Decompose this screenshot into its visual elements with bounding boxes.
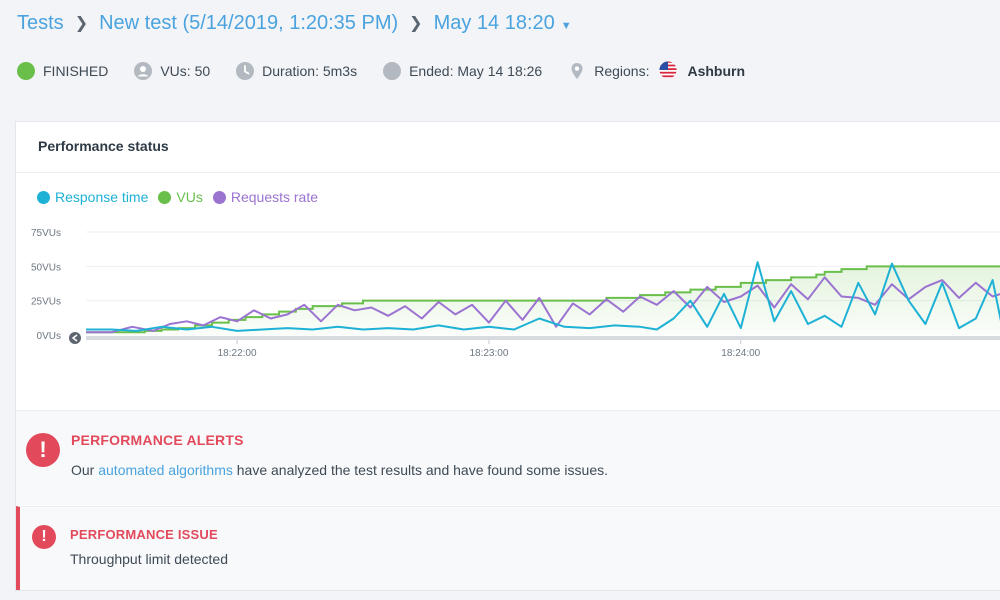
location-pin-icon (568, 62, 586, 80)
y-tick-label: 0VUs (37, 331, 61, 342)
duration-info: Duration: 5m3s (236, 62, 357, 80)
breadcrumb: Tests ❯ New test (5/14/2019, 1:20:35 PM)… (17, 10, 572, 36)
stop-circle-icon (383, 62, 402, 80)
automated-algorithms-link[interactable]: automated algorithms (98, 462, 233, 478)
clock-icon (236, 62, 255, 80)
test-run-meta: FINISHED VUs: 50 Duration: 5m3s Ended: M… (17, 61, 771, 81)
performance-issue-item[interactable]: ! PERFORMANCE ISSUE Throughput limit det… (16, 506, 1000, 590)
issue-title: PERFORMANCE ISSUE (70, 527, 218, 542)
legend-requests-rate[interactable]: Requests rate (212, 189, 319, 205)
breadcrumb-test-link[interactable]: New test (5/14/2019, 1:20:35 PM) (99, 11, 399, 34)
y-tick-label: 50VUs (31, 262, 61, 273)
alert-exclamation-icon: ! (26, 433, 60, 467)
alerts-text-after: have analyzed the test results and have … (236, 462, 608, 478)
status-label: FINISHED (43, 63, 109, 79)
chevron-down-icon: ▼ (560, 19, 572, 32)
issue-exclamation-icon: ! (32, 525, 56, 549)
chevron-right-icon: ❯ (74, 15, 89, 32)
run-selector-label: May 14 18:20 (433, 11, 555, 34)
chart-legend: Response time VUs Requests rate (37, 189, 328, 205)
status-indicator-icon (17, 62, 35, 80)
chevron-left-icon (71, 334, 78, 342)
x-tick-label: 18:23:00 (469, 348, 508, 359)
vus-dot-icon (158, 190, 172, 204)
alerts-title: PERFORMANCE ALERTS (71, 432, 244, 448)
regions-info: Regions: Ashburn (568, 61, 745, 81)
alerts-text-before: Our (71, 462, 95, 478)
ended-label: Ended: May 14 18:26 (409, 63, 543, 79)
performance-chart[interactable]: 75VUs 50VUs 25VUs 0VUs 18:22:00 18:23:00 18:24… (16, 217, 1000, 367)
vus-area (86, 266, 1000, 335)
breadcrumb-tests-link[interactable]: Tests (17, 11, 64, 34)
legend-response-time[interactable]: Response time (37, 189, 148, 205)
y-tick-label: 75VUs (31, 228, 61, 239)
legend-vus-label: VUs (176, 189, 203, 205)
user-icon (134, 62, 153, 80)
regions-label: Regions: (594, 63, 650, 79)
vus-label: VUs: 50 (160, 63, 211, 79)
chevron-right-icon: ❯ (409, 15, 423, 32)
issue-text: Throughput limit detected (70, 551, 228, 567)
legend-requests-rate-label: Requests rate (230, 189, 319, 205)
legend-response-time-label: Response time (55, 189, 149, 205)
run-selector-dropdown[interactable]: May 14 18:20 ▼ (434, 12, 572, 35)
y-tick-label: 25VUs (31, 297, 61, 308)
ended-info: Ended: May 14 18:26 (383, 62, 542, 80)
performance-card: Performance status Response time VUs Req… (15, 121, 1000, 591)
chart-scroll-left-icon[interactable] (69, 332, 81, 344)
legend-vus[interactable]: VUs (158, 189, 203, 205)
performance-status-title: Performance status (38, 138, 169, 154)
vus-info: VUs: 50 (134, 62, 210, 80)
response-time-series-line (86, 261, 1000, 332)
x-tick-label: 18:22:00 (218, 348, 257, 359)
region-name: Ashburn (687, 63, 746, 79)
status-badge: FINISHED (17, 62, 108, 80)
vus-series-line (86, 265, 1000, 334)
requests-rate-dot-icon (212, 190, 226, 204)
us-flag-icon (659, 61, 679, 81)
duration-label: Duration: 5m3s (262, 63, 358, 79)
x-tick-label: 18:24:00 (721, 348, 760, 359)
response-time-dot-icon (37, 190, 50, 204)
x-axis-track (86, 336, 1000, 340)
performance-alerts-panel: ! PERFORMANCE ALERTS Our automated algor… (16, 410, 1000, 505)
divider (16, 172, 1000, 173)
alerts-text: Our automated algorithms have analyzed t… (71, 462, 608, 478)
requests-rate-series-line (86, 276, 1000, 334)
